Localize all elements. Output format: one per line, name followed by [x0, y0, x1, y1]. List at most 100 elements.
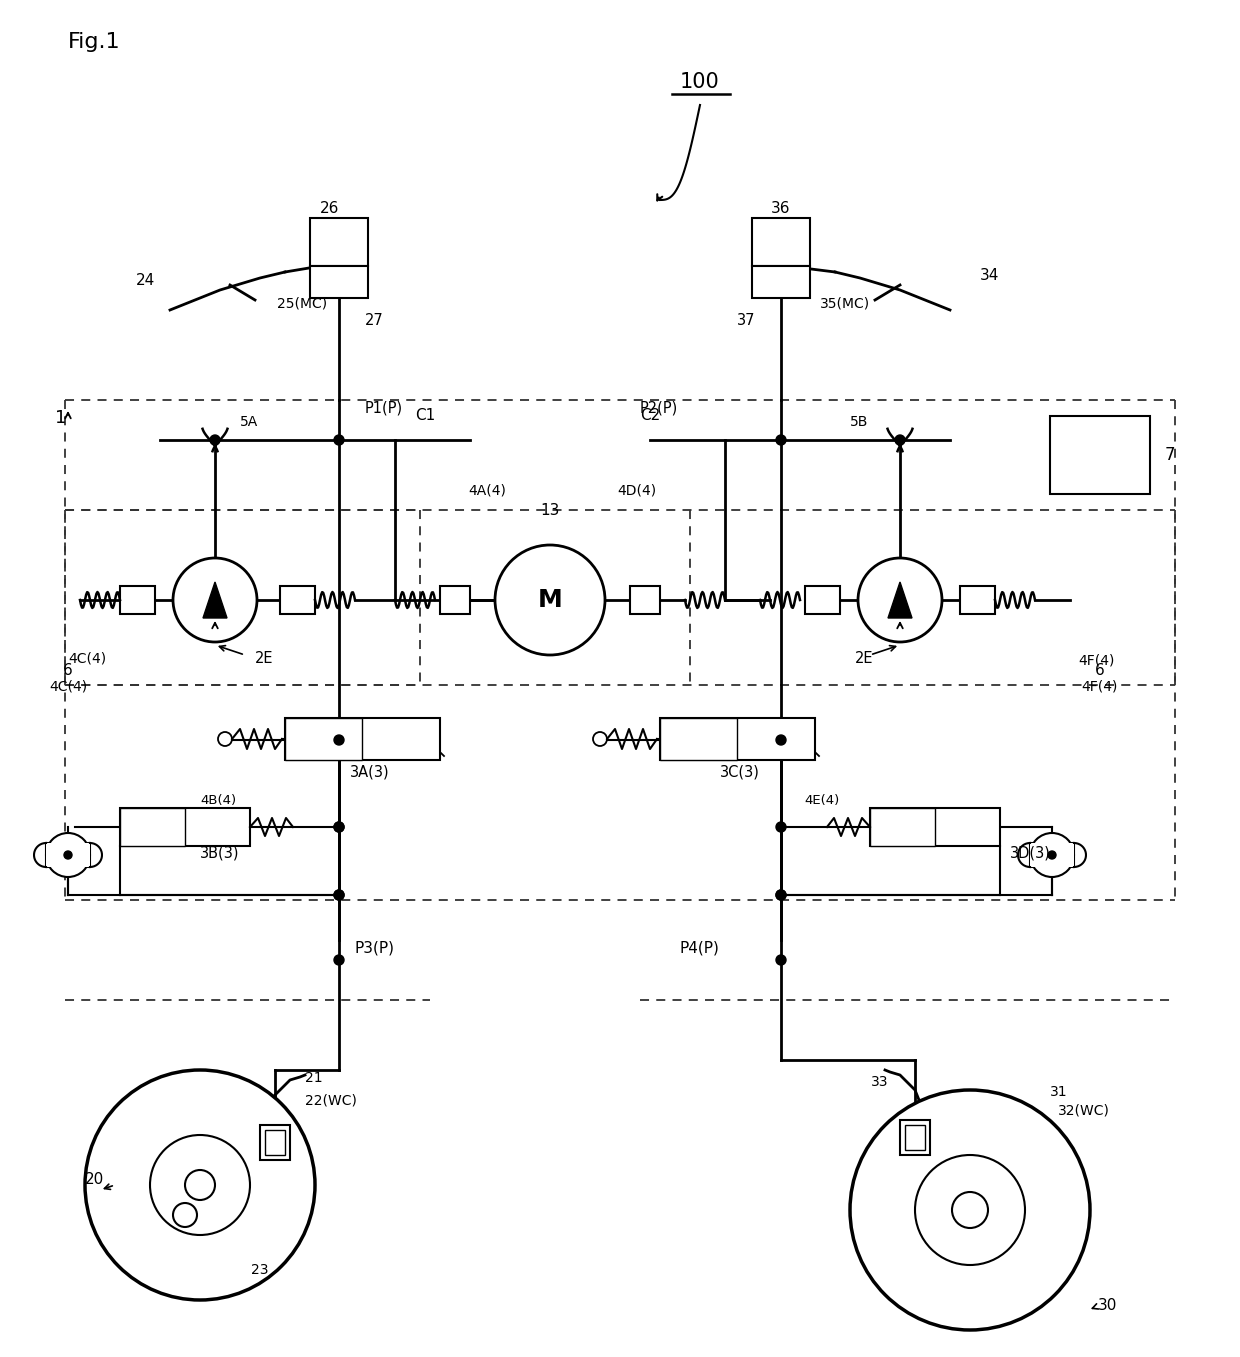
Bar [440, 586, 470, 613]
Bar [905, 1125, 925, 1149]
Polygon shape [888, 582, 911, 617]
Text: 4A(4): 4A(4) [467, 483, 506, 497]
Bar [660, 718, 737, 760]
Circle shape [174, 558, 257, 642]
Text: 2E: 2E [255, 650, 274, 665]
Circle shape [495, 546, 605, 655]
Bar [120, 807, 185, 845]
Bar [630, 586, 660, 613]
Text: 3C(3): 3C(3) [720, 764, 760, 779]
Text: P3(P): P3(P) [355, 940, 396, 955]
Bar [870, 807, 999, 845]
Circle shape [334, 735, 343, 745]
Bar [285, 718, 362, 760]
Bar [1030, 843, 1074, 867]
Circle shape [210, 436, 219, 445]
Text: 4F(4): 4F(4) [1078, 653, 1115, 668]
Text: 24: 24 [135, 273, 155, 288]
Bar [751, 266, 810, 299]
Bar [285, 718, 440, 760]
Text: 4C(4): 4C(4) [48, 678, 87, 693]
Bar [805, 586, 839, 613]
Text: 6: 6 [1095, 662, 1105, 677]
Bar [1050, 417, 1149, 494]
Circle shape [776, 955, 786, 965]
Circle shape [334, 890, 343, 900]
Circle shape [334, 822, 343, 832]
Bar [900, 1120, 930, 1155]
Circle shape [334, 436, 343, 445]
Circle shape [895, 436, 905, 445]
Circle shape [1030, 833, 1074, 877]
Circle shape [593, 731, 608, 746]
Bar [960, 586, 994, 613]
Circle shape [218, 731, 232, 746]
Bar [280, 586, 315, 613]
Circle shape [952, 1191, 988, 1228]
Text: Fig.1: Fig.1 [68, 33, 120, 52]
Text: 4B(4): 4B(4) [200, 794, 236, 806]
Bar [260, 1125, 290, 1160]
Bar [660, 718, 815, 760]
Text: P2(P): P2(P) [640, 400, 678, 415]
Circle shape [915, 1155, 1025, 1265]
Text: 2E: 2E [856, 650, 873, 665]
Circle shape [776, 890, 786, 900]
Circle shape [334, 822, 343, 832]
Bar [310, 266, 368, 299]
Text: 22(WC): 22(WC) [305, 1092, 357, 1107]
Text: 30: 30 [1097, 1297, 1117, 1312]
Circle shape [334, 890, 343, 900]
Text: 13: 13 [541, 502, 559, 517]
Text: 6: 6 [63, 662, 73, 677]
Text: 35(MC): 35(MC) [820, 296, 870, 309]
Circle shape [174, 1204, 197, 1227]
Bar [751, 218, 810, 266]
Text: 100: 100 [680, 72, 720, 92]
Circle shape [776, 735, 786, 745]
Text: 4E(4): 4E(4) [805, 794, 839, 806]
Circle shape [776, 436, 786, 445]
Text: 23: 23 [252, 1263, 269, 1277]
Text: 34: 34 [980, 267, 999, 282]
Text: 1: 1 [55, 408, 67, 427]
Polygon shape [203, 582, 227, 617]
Circle shape [86, 1071, 315, 1300]
Bar [310, 218, 368, 266]
Bar [265, 1130, 285, 1155]
Bar [870, 807, 935, 845]
Text: P1(P): P1(P) [365, 400, 403, 415]
Text: C1: C1 [415, 407, 435, 422]
Text: 37: 37 [737, 312, 755, 327]
Bar [120, 807, 250, 845]
Text: 33: 33 [870, 1075, 888, 1090]
Circle shape [64, 851, 72, 859]
Text: 3B(3): 3B(3) [200, 845, 239, 860]
Circle shape [849, 1090, 1090, 1330]
Text: 31: 31 [1050, 1086, 1068, 1099]
Circle shape [776, 890, 786, 900]
Circle shape [185, 1170, 215, 1200]
Bar [46, 843, 91, 867]
Circle shape [1048, 851, 1056, 859]
Bar [120, 586, 155, 613]
Text: 5B: 5B [849, 415, 868, 429]
Text: C2: C2 [640, 407, 660, 422]
Text: 32(WC): 32(WC) [1058, 1103, 1110, 1117]
Text: 25(MC): 25(MC) [277, 296, 327, 309]
Text: 21: 21 [305, 1071, 322, 1086]
Circle shape [150, 1134, 250, 1235]
Circle shape [858, 558, 942, 642]
Circle shape [776, 822, 786, 832]
Text: 4C(4): 4C(4) [68, 651, 107, 665]
Text: 7: 7 [1166, 446, 1176, 464]
Text: 20: 20 [86, 1172, 104, 1187]
Text: M: M [538, 588, 563, 612]
Text: 4F(4): 4F(4) [1081, 678, 1118, 693]
Text: 36: 36 [771, 201, 791, 216]
Text: 26: 26 [320, 201, 340, 216]
Circle shape [46, 833, 91, 877]
Text: P4(P): P4(P) [680, 940, 720, 955]
Text: 27: 27 [365, 312, 383, 327]
Text: 3D(3): 3D(3) [1011, 845, 1050, 860]
